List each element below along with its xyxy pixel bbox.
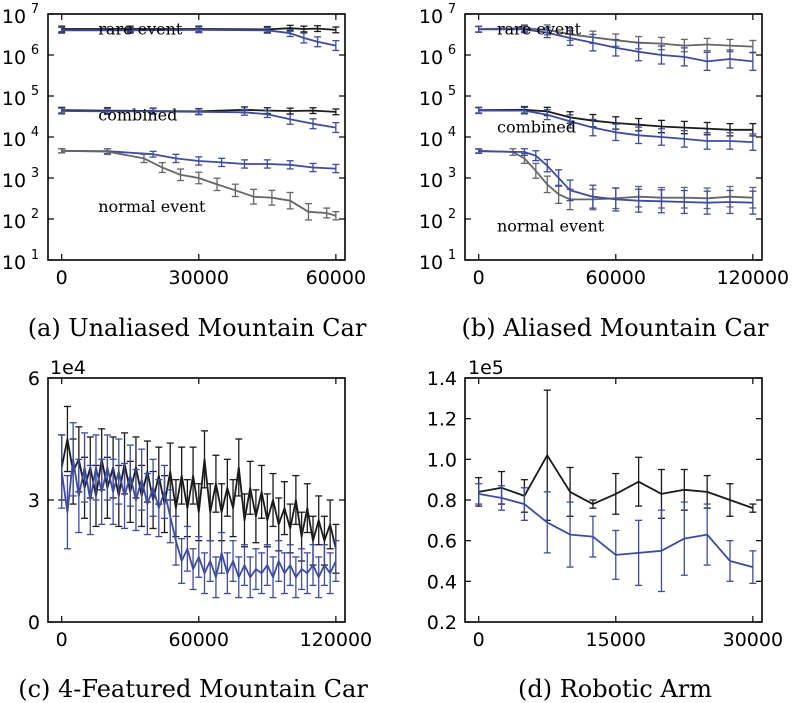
panel-b-ytick-label: 10 <box>419 252 443 274</box>
panel-d-xtick-label: 30000 <box>723 629 783 651</box>
panel-d-caption: (d) Robotic Arm <box>518 675 712 703</box>
panel-b-series-3-line <box>478 109 753 143</box>
panel-b-ytick-label: 10 <box>419 129 443 151</box>
panel-a-ytick-label: 10 <box>2 6 26 28</box>
panel-c-series-1-line <box>60 458 337 579</box>
panel-a-ytick-label: 10 <box>2 88 26 110</box>
panel-a-caption: (a) Unaliased Mountain Car <box>28 314 367 342</box>
panel-a-ytick-exponent: 4 <box>31 125 39 140</box>
panel-d-ytick-label: 1.4 <box>427 368 457 390</box>
panel-d-xtick-label: 0 <box>473 629 485 651</box>
panel-a-series-4-line <box>61 149 336 170</box>
panel-a-ytick-exponent: 1 <box>31 248 39 263</box>
panel-c-ytick-label: 3 <box>28 490 40 512</box>
panel-b: (b) Aliased Mountain Car 0 60000 120000 10 1… <box>419 2 789 342</box>
panel-d-ytick-label: 0.8 <box>427 490 457 512</box>
panel-a-ytick-label: 10 <box>2 252 26 274</box>
panel-b-annotation: rare event <box>497 19 582 38</box>
panel-b-series-5-line <box>478 150 753 204</box>
panel-a-ytick-exponent: 2 <box>31 207 39 222</box>
panel-a: (a) Unaliased Mountain Car 0 30000 60000 10… <box>2 2 367 342</box>
panel-b-ytick-exponent: 1 <box>448 248 456 263</box>
panel-a-series-4 <box>58 148 340 174</box>
panel-d-ytick-label: 0.6 <box>427 531 457 553</box>
panel-a-series-3 <box>58 107 340 134</box>
panel-b-caption: (b) Aliased Mountain Car <box>461 314 769 342</box>
panel-b-plot-area <box>475 24 757 215</box>
panel-a-plot-area <box>58 24 340 221</box>
panel-c-xtick-label: 0 <box>56 629 68 651</box>
panel-d-series-1 <box>475 483 757 593</box>
panel-c-offset-text: 1e4 <box>50 357 86 379</box>
panel-b-xtick-label: 120000 <box>717 267 790 289</box>
panel-c: 1e4 (c) 4-Featured Mountain Car 0 60000 12… <box>18 357 372 703</box>
panel-b-annotation: combined <box>497 117 576 136</box>
panel-c-caption: (c) 4-Featured Mountain Car <box>18 675 368 703</box>
panel-b-series-1 <box>475 25 757 72</box>
panel-b-xtick-label: 0 <box>473 267 485 289</box>
panel-b-ytick-label: 10 <box>419 6 443 28</box>
panel-d-series-0 <box>475 389 757 521</box>
panel-b-ytick-label: 10 <box>419 211 443 233</box>
panel-a-series-5 <box>58 148 340 221</box>
panel-b-series-1-line <box>478 28 753 63</box>
panel-a-ytick-label: 10 <box>2 211 26 233</box>
panel-d-xtick-label: 15000 <box>586 629 646 651</box>
panel-a-ytick-exponent: 3 <box>31 166 39 181</box>
panel-b-ytick-label: 10 <box>419 170 443 192</box>
panel-a-ytick-exponent: 6 <box>31 43 39 58</box>
panel-a-xtick-label: 30000 <box>169 267 229 289</box>
panel-a-series-3-line <box>61 110 337 129</box>
panel-c-ytick-label: 0 <box>28 612 40 634</box>
panel-b-ytick-exponent: 5 <box>448 84 456 99</box>
panel-d-offset-text: 1e5 <box>468 357 504 379</box>
panel-c-plot-area <box>58 405 340 599</box>
panel-a-ytick-exponent: 5 <box>31 84 39 99</box>
panel-a-annotation: normal event <box>98 197 206 216</box>
panel-b-series-3 <box>475 106 757 151</box>
panel-a-series-1-line <box>61 28 337 47</box>
panel-d-ytick-label: 1.2 <box>427 409 457 431</box>
panel-d-ytick-label: 0.2 <box>427 612 457 634</box>
panel-a-ytick-label: 10 <box>2 47 26 69</box>
panel-c-xtick-label: 60000 <box>169 629 229 651</box>
panel-d-plot-area <box>475 389 757 593</box>
panel-c-series-1 <box>58 422 340 599</box>
panel-b-series-2-line <box>478 108 753 131</box>
panel-a-annotation: combined <box>98 106 177 125</box>
panel-b-series-5 <box>475 148 757 215</box>
panel-a-series-1 <box>58 26 340 52</box>
panel-d-series-1-line <box>478 493 754 568</box>
panel-b-series-0-line <box>478 27 753 48</box>
panel-b-ytick-exponent: 3 <box>448 166 456 181</box>
panel-d: 1e5 (d) Robotic Arm 0 15000 30000 0.2 0.4 0.6… <box>427 357 783 703</box>
panel-b-ytick-exponent: 4 <box>448 125 456 140</box>
panel-d-ytick-label: 1.0 <box>427 449 457 471</box>
panel-c-ytick-label: 6 <box>28 368 40 390</box>
panel-a-series-5-line <box>61 149 337 217</box>
panel-a-xtick-label: 60000 <box>306 267 366 289</box>
panel-b-xtick-label: 60000 <box>586 267 646 289</box>
panel-b-ytick-exponent: 7 <box>448 2 456 17</box>
panel-a-axes-frame <box>47 13 346 261</box>
panel-a-series-0-line <box>61 27 336 31</box>
panel-b-ytick-exponent: 6 <box>448 43 456 58</box>
panel-a-annotation: rare event <box>98 19 183 38</box>
panel-a-ytick-label: 10 <box>2 129 26 151</box>
panel-d-ytick-label: 0.4 <box>427 571 457 593</box>
panel-a-xtick-label: 0 <box>56 267 68 289</box>
panel-c-xtick-label: 120000 <box>300 629 373 651</box>
panel-b-annotation: normal event <box>497 216 605 235</box>
panel-a-ytick-label: 10 <box>2 170 26 192</box>
panel-b-ytick-label: 10 <box>419 47 443 69</box>
panel-a-ytick-exponent: 7 <box>31 2 39 17</box>
panel-b-ytick-label: 10 <box>419 88 443 110</box>
panel-b-ytick-exponent: 2 <box>448 207 456 222</box>
